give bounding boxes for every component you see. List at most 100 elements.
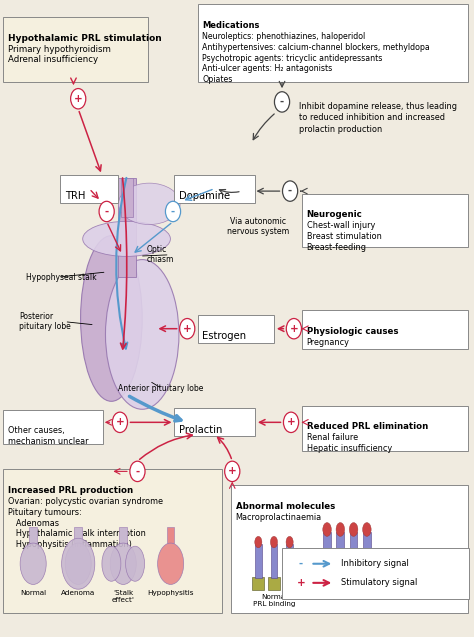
Text: Breast stimulation: Breast stimulation	[307, 232, 382, 241]
Text: -: -	[280, 97, 284, 107]
Text: Hypothalamic PRL stimulation: Hypothalamic PRL stimulation	[8, 34, 162, 43]
Text: Physiologic causes: Physiologic causes	[307, 327, 398, 336]
Ellipse shape	[270, 536, 277, 548]
Text: Dopamine: Dopamine	[179, 191, 230, 201]
Ellipse shape	[110, 543, 137, 585]
Text: Reduced PRL elimination: Reduced PRL elimination	[307, 422, 428, 431]
Ellipse shape	[102, 546, 121, 581]
FancyBboxPatch shape	[333, 571, 347, 587]
FancyBboxPatch shape	[323, 532, 331, 573]
FancyBboxPatch shape	[119, 527, 127, 543]
Ellipse shape	[336, 522, 345, 536]
FancyBboxPatch shape	[286, 544, 293, 578]
Text: +: +	[297, 578, 305, 588]
Text: Normal: Normal	[20, 590, 46, 596]
Circle shape	[283, 181, 298, 201]
FancyBboxPatch shape	[282, 548, 469, 599]
Circle shape	[165, 201, 181, 222]
FancyBboxPatch shape	[60, 175, 118, 203]
FancyBboxPatch shape	[198, 4, 468, 82]
Text: +: +	[228, 466, 237, 476]
Ellipse shape	[62, 538, 95, 589]
Text: Adenomas: Adenomas	[8, 519, 59, 527]
FancyBboxPatch shape	[3, 469, 222, 613]
Ellipse shape	[286, 536, 293, 548]
Text: Primary hypothyroidism: Primary hypothyroidism	[8, 45, 111, 54]
Ellipse shape	[323, 522, 331, 536]
FancyBboxPatch shape	[360, 571, 374, 587]
Text: Antihypertensives: calcium-channel blockers, methyldopa: Antihypertensives: calcium-channel block…	[202, 43, 430, 52]
FancyBboxPatch shape	[271, 544, 277, 578]
Circle shape	[130, 461, 145, 482]
Ellipse shape	[363, 522, 371, 536]
FancyBboxPatch shape	[167, 527, 174, 543]
FancyBboxPatch shape	[346, 571, 361, 587]
FancyBboxPatch shape	[174, 408, 255, 436]
Text: +: +	[287, 417, 295, 427]
FancyBboxPatch shape	[231, 485, 468, 613]
Text: Neuroleptics: phenothiazines, haloperidol: Neuroleptics: phenothiazines, haloperido…	[202, 32, 365, 41]
FancyBboxPatch shape	[283, 577, 296, 590]
Text: Medications: Medications	[202, 21, 260, 30]
Text: Psychotropic agents: tricyclic antidepressants: Psychotropic agents: tricyclic antidepre…	[202, 54, 383, 62]
Text: -: -	[171, 206, 175, 217]
FancyBboxPatch shape	[252, 577, 264, 590]
FancyBboxPatch shape	[3, 410, 103, 444]
Text: mechanism unclear: mechanism unclear	[8, 437, 89, 446]
Text: Other causes,: Other causes,	[8, 426, 65, 435]
Text: Anterior pituitary lobe: Anterior pituitary lobe	[118, 384, 204, 393]
FancyBboxPatch shape	[302, 194, 468, 247]
FancyBboxPatch shape	[350, 532, 357, 573]
Text: Via autonomic
nervous system: Via autonomic nervous system	[227, 217, 290, 236]
Text: to reduced inhibition and increased: to reduced inhibition and increased	[299, 113, 445, 122]
Text: Pregnancy: Pregnancy	[307, 338, 349, 347]
Ellipse shape	[157, 543, 183, 585]
Text: Pituitary tumours:: Pituitary tumours:	[8, 508, 82, 517]
Text: Hypothalamic stalk interruption: Hypothalamic stalk interruption	[8, 529, 146, 538]
FancyBboxPatch shape	[320, 571, 334, 587]
FancyBboxPatch shape	[302, 310, 468, 349]
Circle shape	[180, 318, 195, 339]
Circle shape	[225, 461, 240, 482]
Text: Abnormal molecules: Abnormal molecules	[236, 502, 335, 511]
Text: -: -	[136, 466, 139, 476]
Text: Increased PRL production: Increased PRL production	[8, 486, 133, 495]
Text: TRH: TRH	[65, 191, 85, 201]
Text: Macroprolactinaemia: Macroprolactinaemia	[236, 513, 322, 522]
Circle shape	[286, 318, 301, 339]
Ellipse shape	[126, 546, 145, 581]
Text: Inhibitory signal: Inhibitory signal	[341, 559, 409, 568]
Text: -: -	[299, 559, 303, 569]
Text: -: -	[105, 206, 109, 217]
Circle shape	[274, 92, 290, 112]
Text: Stimulatory signal: Stimulatory signal	[341, 578, 418, 587]
Text: Normal
PRL binding: Normal PRL binding	[253, 594, 295, 606]
Text: Ovarian: polycystic ovarian syndrome: Ovarian: polycystic ovarian syndrome	[8, 497, 163, 506]
Text: Adenoma: Adenoma	[61, 590, 95, 596]
Circle shape	[71, 89, 86, 109]
Circle shape	[283, 412, 299, 433]
Text: Chest-wall injury: Chest-wall injury	[307, 221, 375, 230]
FancyBboxPatch shape	[363, 532, 371, 573]
Text: Posterior
pituitary lobe: Posterior pituitary lobe	[19, 312, 71, 331]
Text: Hypophyseal stalk: Hypophyseal stalk	[26, 273, 97, 282]
Text: Breast-feeding: Breast-feeding	[307, 243, 367, 252]
Ellipse shape	[118, 183, 180, 224]
Circle shape	[99, 201, 114, 222]
Ellipse shape	[255, 536, 262, 548]
Text: Neurogenic: Neurogenic	[307, 210, 363, 219]
FancyBboxPatch shape	[29, 527, 37, 543]
Text: +: +	[116, 417, 124, 427]
Text: Adrenal insufficiency: Adrenal insufficiency	[8, 55, 98, 64]
Text: Hypophysitis (inflammation): Hypophysitis (inflammation)	[8, 540, 132, 549]
Text: Opiates: Opiates	[202, 75, 233, 84]
Text: Estrogen: Estrogen	[202, 331, 246, 341]
FancyBboxPatch shape	[302, 406, 468, 451]
Ellipse shape	[65, 543, 91, 585]
Circle shape	[112, 412, 128, 433]
Ellipse shape	[105, 260, 179, 410]
Circle shape	[294, 555, 308, 573]
Text: Macroprolactinemia: Macroprolactinemia	[311, 594, 383, 599]
Ellipse shape	[83, 222, 171, 256]
FancyBboxPatch shape	[198, 315, 274, 343]
